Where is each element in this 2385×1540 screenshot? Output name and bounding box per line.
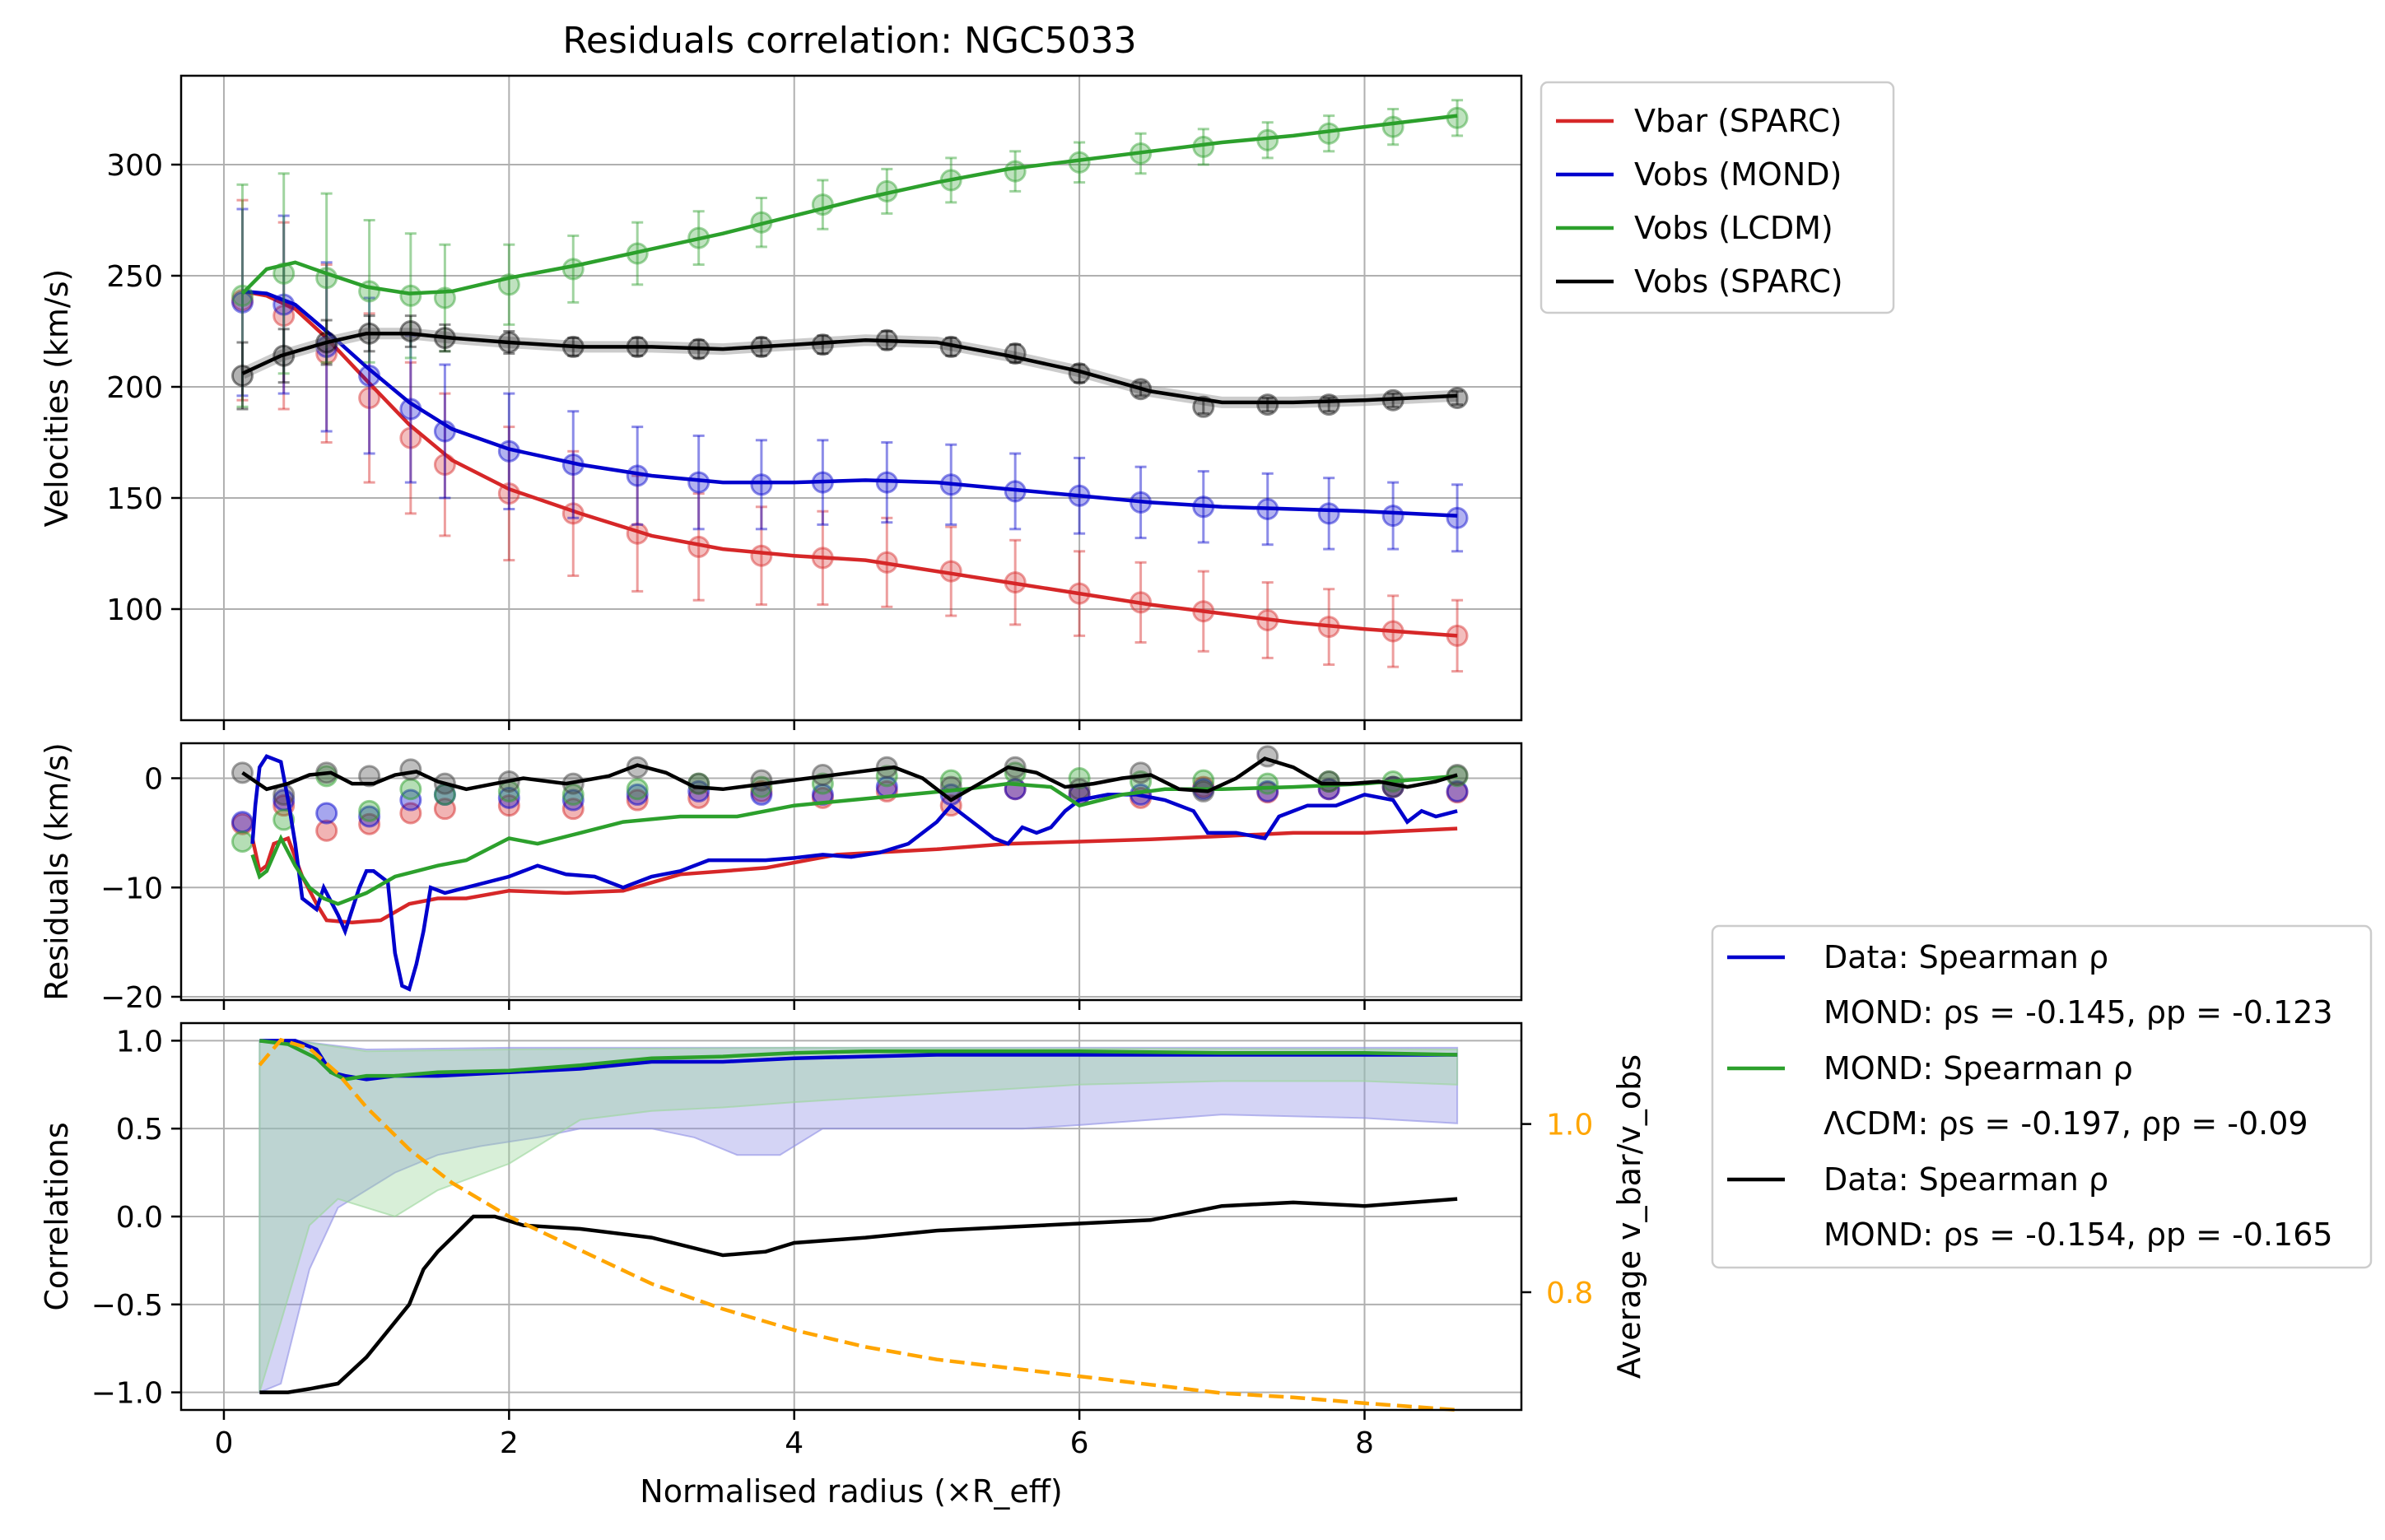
x-tick-label: 4 [785,1426,804,1460]
residual-point [358,799,381,822]
y-tick-label: 100 [106,593,163,627]
x-tick-label: 2 [500,1426,519,1460]
residual-point [750,769,773,792]
residual-point [315,802,338,825]
legend-label: Vobs (SPARC) [1634,263,1843,300]
legend-frame [1540,81,1895,314]
axes-frame [179,74,1523,722]
series-vobs-mond- [231,207,1469,553]
legend-detail: MOND: ρs = -0.145, ρp = -0.123 [1824,994,2333,1031]
series-vbar-sparc- [231,198,1469,673]
residual-point [231,811,254,834]
data-point [1381,115,1404,138]
data-point [750,544,773,567]
y-tick-label: −1.0 [91,1377,163,1411]
data-point [1317,502,1340,525]
y-tick-label: 0.0 [116,1201,163,1235]
data-point [231,289,254,312]
residual-line [241,756,1458,803]
legend-label: Vobs (MOND) [1634,156,1842,193]
legend-label: Data: Spearman ρ [1824,1161,2108,1198]
residual-point [1256,772,1279,795]
legend-label: MOND: Spearman ρ [1824,1050,2133,1086]
y-axis-label: Correlations [39,1122,75,1310]
y-tick-label: −20 [100,981,163,1015]
y-tick-label: 300 [106,149,163,183]
legend-frame [1711,924,2373,1269]
y2-tick-label: 1.0 [1546,1109,1593,1142]
velocity-panel: 100 150 200 250 300 Velocities (km/s) [39,74,1523,730]
y2-tick-label: 0.8 [1546,1277,1593,1310]
residual-line [250,826,1458,924]
residual-point [358,765,381,788]
x-tick-label: 6 [1070,1426,1089,1460]
residual-point [1446,779,1469,803]
correlation-line [259,1039,1458,1082]
residual-point [399,778,422,801]
residual-point [626,783,649,806]
series-line [242,289,1458,638]
legend-detail: ΛCDM: ρs = -0.197, ρp = -0.09 [1824,1105,2308,1142]
data-point [1317,393,1340,416]
residual-point [315,819,338,842]
correlations-panel: −1.0 −0.5 0.0 0.5 1.0 Correlations 0 2 4 6 8 Normal… [39,1021,1647,1510]
residual-point [231,830,254,853]
ratio-line [258,1037,1458,1412]
correlation-line [259,1197,1458,1394]
legend-label: Vbar (SPARC) [1634,103,1842,139]
y-tick-label: 150 [106,482,163,516]
legend-detail: MOND: ρs = -0.154, ρp = -0.165 [1824,1217,2333,1253]
residual-point [561,789,585,812]
axes-frame [179,742,1523,1002]
data-point [1256,393,1279,416]
series-vobs-sparc- [231,314,1469,418]
y-tick-label: 0 [144,762,163,796]
y-tick-label: 1.0 [116,1025,163,1058]
y-tick-label: 250 [106,260,163,294]
y-axis-label: Velocities (km/s) [39,269,75,528]
residual-point [1317,770,1340,793]
legend-label: Vobs (LCDM) [1634,210,1833,246]
uncertainty-band [240,328,1458,408]
y-tick-label: 0.5 [116,1113,163,1147]
x-axis-label: Normalised radius (×R_eff) [640,1473,1062,1510]
residual-point [1068,778,1091,801]
data-point [1004,160,1027,183]
residual-point [358,805,381,828]
data-point [1446,506,1469,529]
confidence-band [259,1040,1459,1394]
legend-correlations: Data: Spearman ρ MOND: ρs = -0.145, ρp = … [1711,924,2373,1269]
residual-point [626,778,649,801]
data-point [399,284,422,307]
legend-label: Data: Spearman ρ [1824,939,2108,975]
data-point [750,473,773,496]
residual-point [1130,761,1153,784]
y-tick-label: 200 [106,371,163,405]
data-point [1381,505,1404,528]
chart-title: Residuals correlation: NGC5033 [562,20,1136,62]
data-point [1446,387,1469,409]
data-point [358,387,381,409]
data-point [399,320,422,342]
confidence-band [259,1040,1459,1393]
residual-point [497,786,520,809]
series-vobs-lcdm- [231,99,1469,408]
x-tick-label: 0 [215,1426,234,1460]
residual-line [250,774,1458,906]
residual-line [250,754,1458,992]
y2-axis-label: Average v_bar/v_obs [1611,1054,1647,1379]
y-tick-label: −0.5 [91,1289,163,1323]
legend-velocities: Vbar (SPARC) Vobs (MOND) Vobs (LCDM) Vobs (… [1540,81,1895,314]
data-point [273,305,296,328]
x-tick-label: 8 [1355,1426,1374,1460]
residual-point [399,758,422,781]
y-axis-label: Residuals (km/s) [39,742,75,1001]
residuals-panel: −20 −10 0 Residuals (km/s) [39,742,1523,1015]
series-line [241,331,1458,405]
y-tick-label: −10 [100,872,163,905]
series-line [240,114,1458,295]
